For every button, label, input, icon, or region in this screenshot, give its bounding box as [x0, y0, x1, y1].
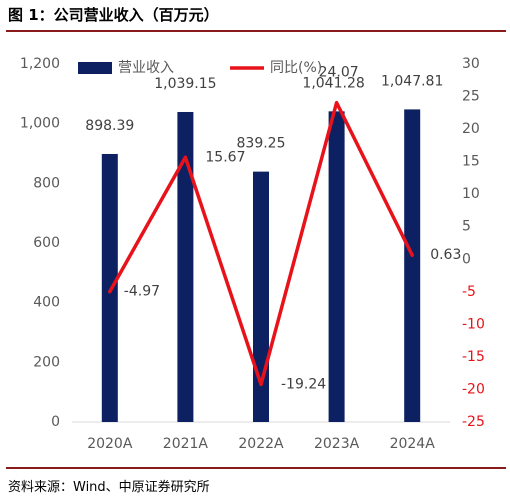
right-axis-tick-label: 0 [462, 251, 471, 267]
chart: 0 200 400 600 800 1,000 1,200 -25 -20 -15 -10 -5 0 5 1… [20, 56, 485, 452]
right-axis-tick-label: 25 [462, 89, 480, 105]
title-divider [6, 30, 506, 32]
revenue-data-label: 898.39 [85, 118, 134, 134]
right-axis-tick-label: 30 [462, 56, 480, 72]
yoy-data-label: -4.97 [124, 284, 160, 300]
legend-revenue-swatch [78, 62, 112, 74]
x-axis-tick-label: 2023A [314, 436, 360, 452]
right-axis-tick-label: 10 [462, 186, 480, 202]
left-axis-tick-label: 200 [33, 354, 60, 370]
revenue-data-label: 1,047.81 [381, 73, 443, 89]
right-axis-tick-label: 5 [462, 219, 471, 235]
revenue-bar [253, 171, 269, 422]
left-axis-tick-label: 400 [33, 295, 60, 311]
figure-title: 图 1：公司营业收入（百万元） [8, 6, 219, 24]
left-axis-tick-label: 0 [51, 414, 60, 430]
x-axis-tick-label: 2024A [390, 436, 436, 452]
legend-yoy-label: 同比(%) [270, 60, 322, 76]
right-axis-tick-label: -5 [462, 284, 476, 300]
source-note: 资料来源：Wind、中原证券研究所 [8, 480, 210, 495]
yoy-data-label: -19.24 [281, 377, 326, 393]
yoy-data-label: 15.67 [205, 149, 245, 165]
right-axis-tick-label: -15 [462, 349, 485, 365]
right-axis-tick-label: -20 [462, 381, 485, 397]
right-axis-tick-label: -25 [462, 414, 485, 430]
revenue-data-label: 1,041.28 [302, 75, 364, 91]
left-axis-tick-label: 1,000 [20, 116, 60, 132]
revenue-data-label: 839.25 [237, 136, 286, 152]
yoy-data-label: 0.63 [430, 247, 461, 263]
revenue-bar [177, 111, 194, 423]
right-axis-tick-label: 20 [462, 121, 480, 137]
revenue-data-label: 1,039.15 [154, 76, 216, 92]
left-axis-tick-label: 800 [33, 175, 60, 191]
x-axis-tick-label: 2021A [163, 436, 209, 452]
revenue-bar [404, 109, 421, 422]
yoy-data-label: 24.07 [319, 65, 359, 81]
right-axis-tick-label: 15 [462, 154, 480, 170]
revenue-bar [101, 153, 118, 422]
x-axis-tick-label: 2020A [87, 436, 133, 452]
left-axis-tick-label: 600 [33, 235, 60, 251]
left-axis-tick-label: 1,200 [20, 56, 60, 72]
revenue-bar [328, 111, 345, 422]
legend-revenue-label: 营业收入 [118, 60, 174, 76]
yoy-growth-line [108, 100, 414, 387]
x-axis-tick-label: 2022A [238, 436, 284, 452]
source-divider [6, 467, 506, 469]
right-axis-tick-label: -10 [462, 316, 485, 332]
